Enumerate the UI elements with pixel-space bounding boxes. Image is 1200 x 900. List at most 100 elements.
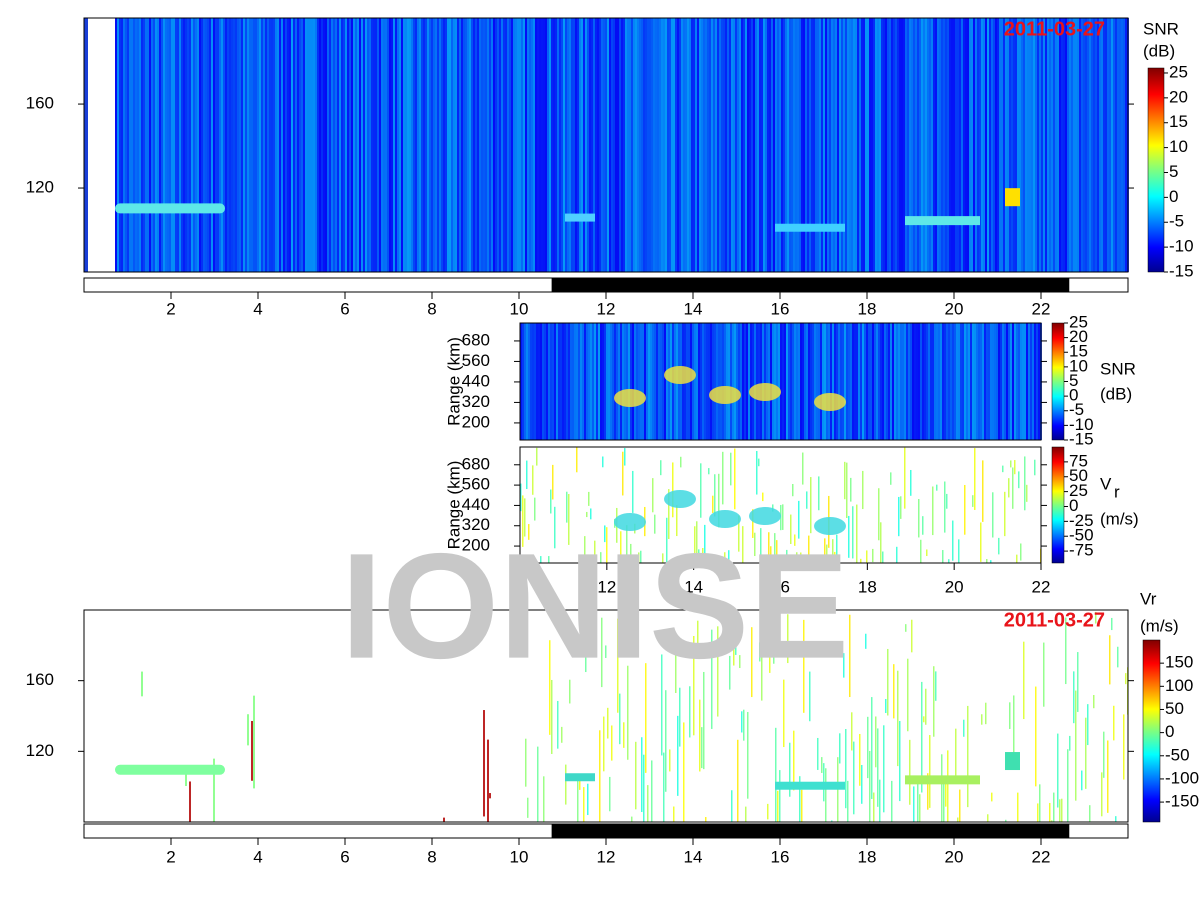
texture [849, 614, 851, 698]
texture [751, 18, 753, 272]
texture [941, 18, 943, 272]
texture [991, 792, 993, 802]
texture [159, 18, 161, 272]
texture [701, 18, 703, 272]
texture [727, 18, 729, 272]
y-tick-label: 560 [462, 351, 490, 370]
texture [664, 323, 666, 440]
texture [552, 464, 554, 500]
texture [1014, 460, 1016, 475]
texture [846, 462, 848, 518]
texture [803, 619, 805, 713]
texture [1010, 323, 1012, 440]
texture [675, 18, 677, 272]
texture [221, 18, 223, 272]
texture [141, 671, 143, 697]
texture [537, 746, 539, 822]
texture [743, 709, 745, 741]
echo [115, 203, 225, 214]
texture [207, 18, 209, 272]
texture [991, 18, 993, 272]
texture [465, 18, 467, 272]
texture [703, 671, 705, 770]
texture [741, 18, 743, 272]
texture [1003, 18, 1005, 272]
texture [1095, 18, 1097, 272]
x-tick-label: 14 [684, 847, 703, 866]
texture [882, 551, 884, 563]
texture [581, 18, 583, 272]
texture [638, 323, 640, 440]
texture [945, 18, 947, 272]
texture [651, 18, 653, 272]
texture [897, 670, 899, 767]
texture [395, 18, 397, 272]
texture [994, 323, 996, 440]
texture [609, 18, 611, 272]
texture [885, 18, 887, 272]
texture [729, 655, 731, 690]
texture [565, 764, 567, 805]
texture [610, 323, 612, 440]
texture [1023, 641, 1025, 720]
texture [1067, 18, 1069, 272]
texture [703, 18, 705, 272]
texture [247, 714, 249, 746]
texture [904, 323, 906, 440]
texture [503, 18, 505, 272]
texture [1103, 18, 1105, 272]
texture [147, 18, 149, 272]
texture [1028, 323, 1030, 440]
texture [735, 18, 737, 272]
texture [1067, 749, 1069, 822]
texture [939, 18, 941, 272]
texture [538, 323, 540, 440]
texture [165, 18, 167, 272]
texture [840, 323, 842, 440]
texture [391, 18, 393, 272]
texture [213, 18, 215, 272]
texture [697, 18, 699, 272]
texture [754, 532, 756, 557]
x-tick-label: 20 [945, 847, 964, 866]
texture [301, 18, 303, 272]
texture [956, 323, 958, 440]
texture [807, 18, 809, 272]
texture [955, 18, 957, 272]
texture [857, 18, 859, 272]
texture [1013, 18, 1015, 272]
texture [837, 18, 839, 272]
texture [620, 323, 622, 440]
colorbar-tick-label: -25 [1069, 511, 1094, 530]
texture [1002, 323, 1004, 440]
texture [1023, 18, 1025, 272]
texture [461, 18, 463, 272]
texture [527, 797, 529, 818]
texture [1123, 18, 1125, 272]
texture [1101, 772, 1103, 817]
texture [849, 18, 851, 272]
texture [801, 789, 803, 822]
texture [711, 18, 713, 272]
texture [820, 323, 822, 440]
texture [283, 18, 285, 272]
texture [730, 452, 732, 486]
texture [560, 323, 562, 440]
texture [1019, 18, 1021, 272]
texture [169, 18, 171, 272]
texture [696, 521, 698, 563]
texture [765, 18, 767, 272]
texture [421, 18, 423, 272]
texture [742, 526, 744, 563]
texture [524, 498, 526, 537]
y-axis-label: Range (km) [444, 337, 463, 426]
texture [913, 786, 915, 822]
texture [211, 18, 213, 272]
texture [251, 18, 253, 272]
y-tick-label: 120 [26, 178, 54, 197]
texture [558, 323, 560, 440]
texture [419, 18, 421, 272]
texture [968, 323, 970, 440]
texture [275, 18, 277, 272]
texture [669, 18, 671, 272]
